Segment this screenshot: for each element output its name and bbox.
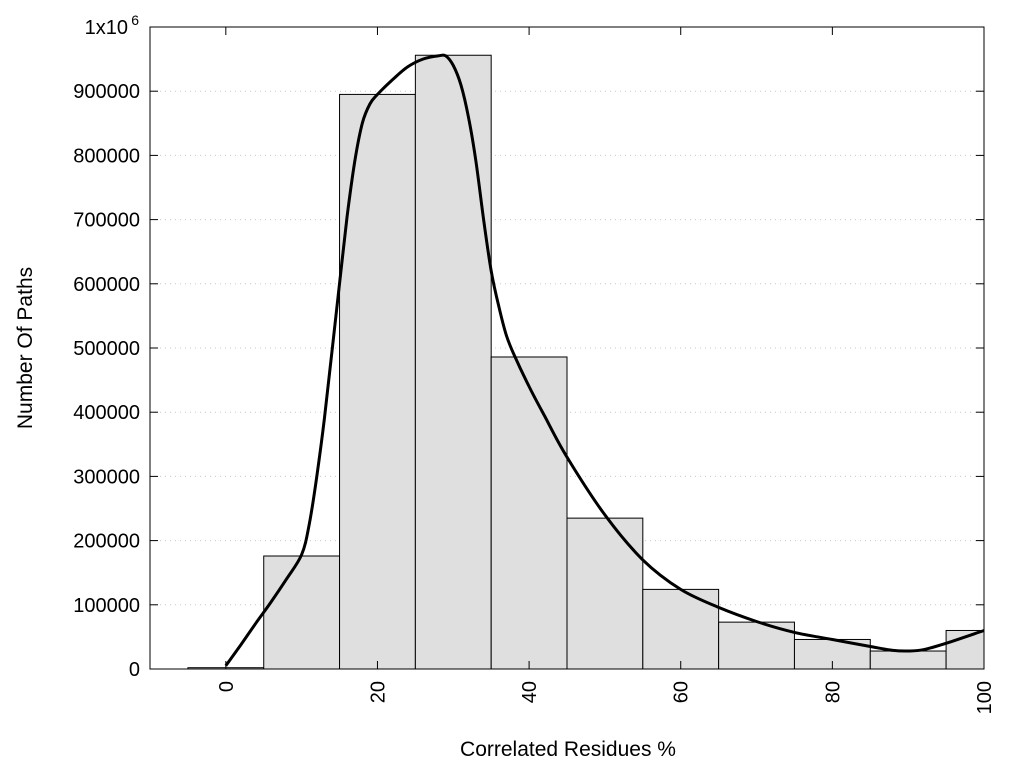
- bar-10: [263, 555, 341, 670]
- y-tick-label-5: 500000: [73, 338, 140, 360]
- y-tick-label-10: 1x10: [85, 17, 128, 39]
- y-tick-label-1: 100000: [73, 595, 140, 617]
- x-tick-label-0: 0: [216, 681, 238, 692]
- x-tick-label-2: 40: [519, 681, 541, 703]
- x-axis: 0 20 40 60 80 100: [216, 27, 996, 714]
- grid-lines: [150, 90, 984, 606]
- x-tick-label-4: 80: [822, 681, 844, 703]
- y-tick-label-7: 700000: [73, 210, 140, 232]
- x-tick-label-3: 60: [671, 681, 693, 703]
- x-tick-label-1: 20: [367, 681, 389, 703]
- bar-series: [187, 54, 985, 670]
- bar-30: [414, 54, 492, 670]
- y-axis-title: Number Of Paths: [14, 267, 37, 429]
- y-tick-label-6: 600000: [73, 274, 140, 296]
- y-tick-label-3: 300000: [73, 466, 140, 488]
- bar-40: [490, 356, 568, 670]
- bar-20: [339, 93, 416, 670]
- x-axis-title: Correlated Residues %: [460, 738, 676, 761]
- x-tick-label-5: 100: [974, 681, 996, 714]
- density-curve: [224, 53, 985, 667]
- y-tick-label-0: 0: [129, 659, 140, 681]
- density-curve-series: [224, 53, 985, 667]
- y-tick-label-2: 200000: [73, 531, 140, 553]
- y-tick-label-4: 400000: [73, 402, 140, 424]
- bar-90: [869, 650, 947, 670]
- y-tick-label-8: 800000: [73, 145, 140, 167]
- y-tick-label-exponent: 6: [131, 12, 139, 28]
- bar-50: [566, 517, 644, 670]
- y-tick-label-9: 900000: [73, 81, 140, 103]
- y-axis: 0 100000 200000 300000 400000 500000 600000 700…: [73, 12, 984, 681]
